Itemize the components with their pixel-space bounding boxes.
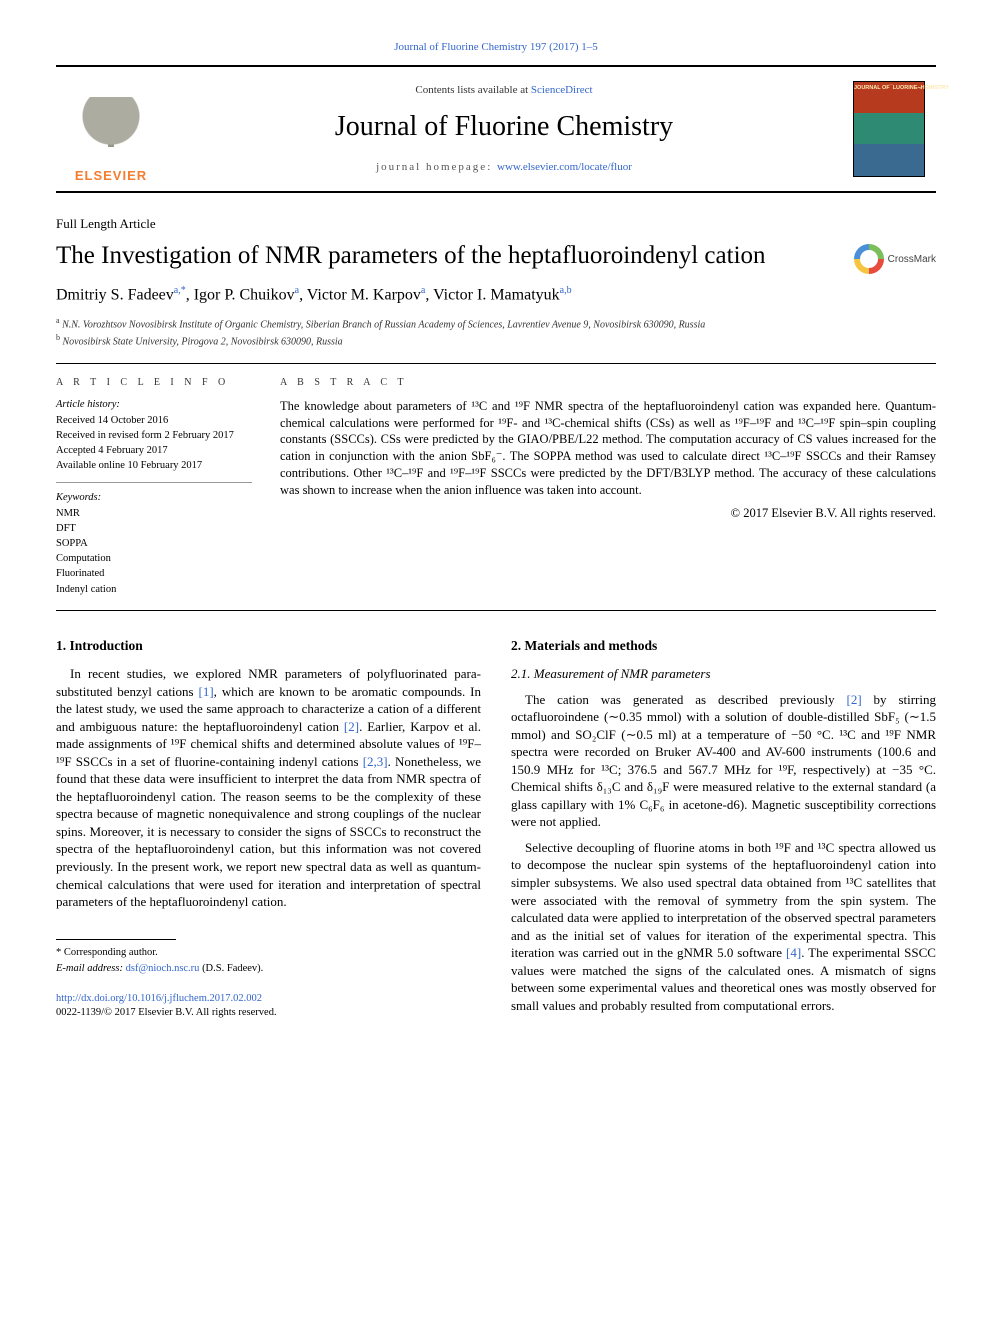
section-head-intro: 1. Introduction [56, 637, 481, 655]
doi-block: http://dx.doi.org/10.1016/j.jfluchem.201… [56, 992, 481, 1020]
mm-paragraph-2: Selective decoupling of fluorine atoms i… [511, 839, 936, 1014]
history-line: Received in revised form 2 February 2017 [56, 429, 252, 443]
email-line: E-mail address: dsf@nioch.nsc.ru (D.S. F… [56, 962, 481, 976]
affiliation-a: a N.N. Vorozhtsov Novosibirsk Institute … [56, 316, 936, 332]
email-suffix: (D.S. Fadeev). [202, 963, 263, 974]
top-citation: Journal of Fluorine Chemistry 197 (2017)… [56, 40, 936, 55]
homepage-link[interactable]: www.elsevier.com/locate/fluor [497, 161, 632, 173]
issn-line: 0022-1139/© 2017 Elsevier B.V. All right… [56, 1007, 277, 1018]
top-citation-link[interactable]: Journal of Fluorine Chemistry 197 (2017)… [394, 41, 597, 53]
subsection-head-mm1: 2.1. Measurement of NMR parameters [511, 665, 936, 683]
history-head: Article history: [56, 398, 252, 412]
abstract-label: A B S T R A C T [280, 376, 936, 390]
sciencedirect-link[interactable]: ScienceDirect [531, 84, 593, 96]
mm-paragraph-1: The cation was generated as described pr… [511, 691, 936, 831]
crossmark-icon [854, 244, 884, 274]
affil-text: N.N. Vorozhtsov Novosibirsk Institute of… [62, 319, 705, 330]
crossmark-label: CrossMark [888, 253, 936, 267]
journal-cover-thumb [853, 81, 925, 177]
history-line: Available online 10 February 2017 [56, 459, 252, 473]
journal-banner: ELSEVIER Contents lists available at Sci… [56, 65, 936, 193]
column-right: 2. Materials and methods 2.1. Measuremen… [511, 637, 936, 1023]
article-info-label: A R T I C L E I N F O [56, 376, 252, 390]
keyword: Indenyl cation [56, 583, 252, 597]
keyword: SOPPA [56, 537, 252, 551]
affil-label: b [56, 333, 60, 342]
article-info-block: A R T I C L E I N F O Article history: R… [56, 364, 266, 610]
keyword: Fluorinated [56, 567, 252, 581]
publisher-logo-block: ELSEVIER [56, 67, 166, 191]
intro-paragraph: In recent studies, we explored NMR param… [56, 665, 481, 911]
email-label: E-mail address: [56, 963, 126, 974]
banner-center: Contents lists available at ScienceDirec… [166, 67, 842, 191]
homepage-prefix: journal homepage: [376, 161, 497, 173]
abstract-block: A B S T R A C T The knowledge about para… [266, 364, 936, 610]
keyword: DFT [56, 522, 252, 536]
banner-cover [842, 67, 936, 191]
homepage-line: journal homepage: www.elsevier.com/locat… [376, 160, 632, 175]
history-line: Accepted 4 February 2017 [56, 444, 252, 458]
footnote-separator [56, 939, 176, 940]
keyword: NMR [56, 507, 252, 521]
history-line: Received 14 October 2016 [56, 414, 252, 428]
contents-line: Contents lists available at ScienceDirec… [415, 83, 592, 98]
elsevier-tree-icon [81, 97, 141, 161]
affil-label: a [56, 316, 60, 325]
abstract-text: The knowledge about parameters of ¹³C an… [280, 398, 936, 499]
contents-prefix: Contents lists available at [415, 84, 530, 96]
paper-title: The Investigation of NMR parameters of t… [56, 240, 844, 271]
crossmark-widget[interactable]: CrossMark [854, 244, 936, 274]
abstract-copyright: © 2017 Elsevier B.V. All rights reserved… [280, 505, 936, 522]
author-email-link[interactable]: dsf@nioch.nsc.ru [126, 963, 200, 974]
section-head-mm: 2. Materials and methods [511, 637, 936, 655]
affiliation-b: b Novosibirsk State University, Pirogova… [56, 333, 936, 349]
column-left: 1. Introduction In recent studies, we ex… [56, 637, 481, 1023]
affil-text: Novosibirsk State University, Pirogova 2… [63, 337, 343, 348]
doi-link[interactable]: http://dx.doi.org/10.1016/j.jfluchem.201… [56, 993, 262, 1004]
authors-line: Dmitriy S. Fadeeva,*, Igor P. Chuikova, … [56, 284, 936, 306]
keywords-head: Keywords: [56, 491, 252, 505]
publisher-name: ELSEVIER [75, 167, 147, 185]
corresponding-author: * Corresponding author. [56, 946, 481, 960]
article-type: Full Length Article [56, 215, 936, 233]
journal-title: Journal of Fluorine Chemistry [335, 108, 673, 146]
keyword: Computation [56, 552, 252, 566]
